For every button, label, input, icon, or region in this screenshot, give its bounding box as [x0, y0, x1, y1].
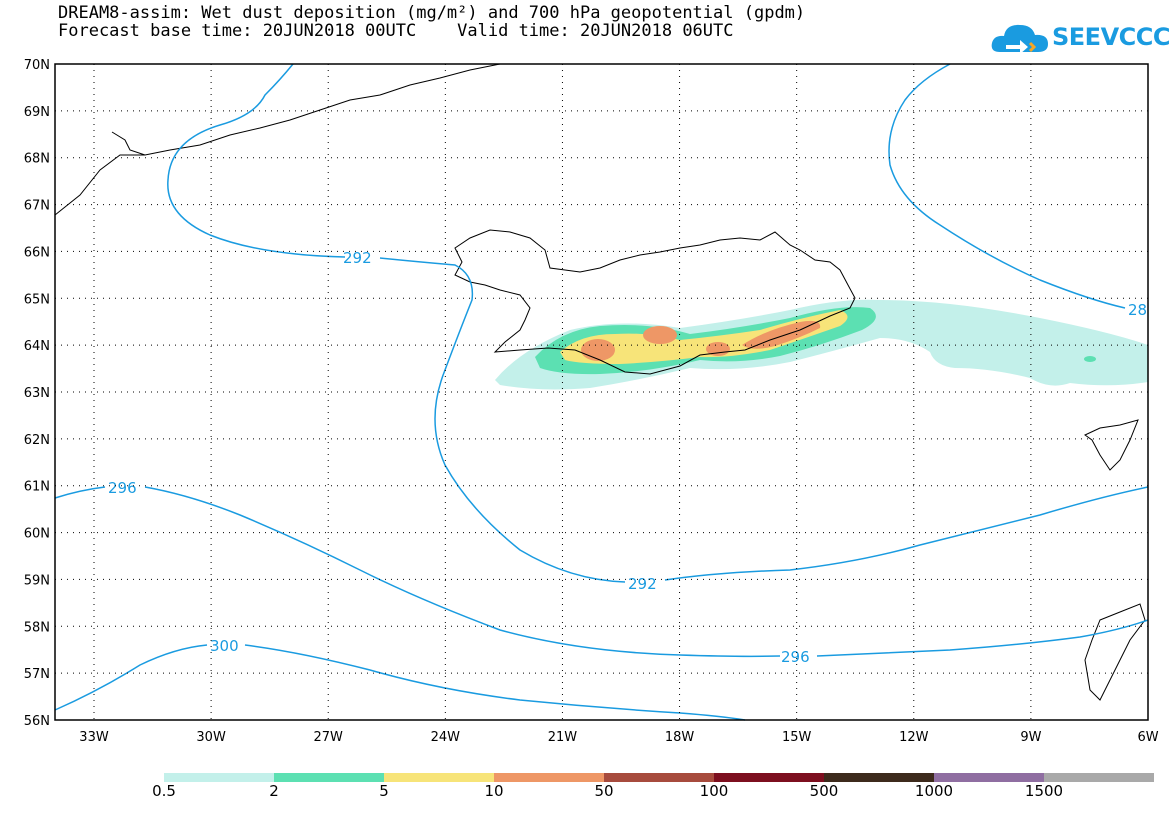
lat-label: 67N — [24, 199, 50, 214]
lon-label: 15W — [782, 730, 812, 745]
colorbar-segment — [934, 773, 1044, 782]
graticule — [55, 64, 1148, 720]
lat-label: 60N — [24, 527, 50, 542]
iceland-coast — [454, 229, 856, 375]
colorbar-label: 50 — [594, 782, 614, 800]
lon-label: 6W — [1137, 730, 1158, 745]
contour-label: 292 — [628, 575, 657, 593]
lat-label: 65N — [24, 292, 50, 307]
dust-shading — [495, 299, 1148, 390]
colorbar-segment — [824, 773, 934, 782]
lon-label: 27W — [314, 730, 344, 745]
contour-label: 296 — [781, 648, 810, 666]
lon-label: 9W — [1020, 730, 1041, 745]
longitude-labels: 33W 30W 27W 24W 21W 18W 15W 12W 9W 6W — [79, 730, 1158, 745]
latitude-labels: 70N 69N 68N 67N 66N 65N 64N 63N 62N 61N 60N 59N 58N 5… — [24, 58, 50, 729]
contour-label: 300 — [210, 637, 239, 655]
colorbar-segment — [494, 773, 604, 782]
lat-label: 64N — [24, 339, 50, 354]
scotland-coast — [1084, 603, 1146, 701]
colorbar-segment — [164, 773, 274, 782]
seevccc-logo: SEEVCCC — [990, 18, 1171, 58]
contour-300 — [54, 644, 746, 721]
lon-label: 12W — [899, 730, 929, 745]
lat-label: 57N — [24, 667, 50, 682]
colorbar-label: 5 — [379, 782, 389, 800]
map-frame — [54, 63, 1149, 721]
contour-292 — [167, 63, 1149, 583]
lon-label: 24W — [431, 730, 461, 745]
contour-label: 28 — [1128, 301, 1147, 319]
colorbar-label: 1000 — [914, 782, 954, 800]
dust-level-10-b — [643, 326, 677, 344]
cloud-icon — [991, 24, 1048, 54]
colorbar-label: 10 — [484, 782, 504, 800]
dust-level-10-a — [581, 339, 615, 361]
colorbar-segment — [1044, 773, 1154, 782]
dust-spot — [1084, 356, 1096, 362]
lon-label: 18W — [665, 730, 695, 745]
lon-label: 30W — [196, 730, 226, 745]
colorbar-label: 500 — [809, 782, 839, 800]
coastlines — [54, 63, 1146, 701]
colorbar-label: 1500 — [1024, 782, 1064, 800]
lat-label: 59N — [24, 573, 50, 588]
colorbar-segment — [274, 773, 384, 782]
lat-label: 61N — [24, 480, 50, 495]
dust-level-5 — [560, 310, 848, 364]
contour-label: 296 — [108, 479, 137, 497]
faroe-coast — [1084, 419, 1139, 471]
dust-level-10-d — [742, 320, 821, 349]
greenland-coast-b — [111, 131, 146, 156]
lat-label: 62N — [24, 433, 50, 448]
colorbar-label: 100 — [699, 782, 729, 800]
lon-label: 21W — [548, 730, 578, 745]
lat-label: 68N — [24, 152, 50, 167]
lat-label: 58N — [24, 620, 50, 635]
colorbar-label: 0.5 — [152, 782, 176, 800]
lat-label: 66N — [24, 245, 50, 260]
lat-label: 69N — [24, 105, 50, 120]
logo-text: SEEVCCC — [1052, 23, 1171, 51]
lat-label: 56N — [24, 714, 50, 729]
lat-label: 63N — [24, 386, 50, 401]
contour-296 — [54, 486, 1149, 658]
colorbar-label: 2 — [269, 782, 279, 800]
colorbar-segment — [384, 773, 494, 782]
colorbar-segment — [604, 773, 714, 782]
lon-label: 33W — [79, 730, 109, 745]
contour-288 — [888, 63, 1126, 309]
colorbar-segment — [714, 773, 824, 782]
geopotential-contours — [54, 63, 1149, 721]
greenland-coast — [54, 63, 501, 216]
map-title-line1: DREAM8-assim: Wet dust deposition (mg/m²… — [58, 3, 806, 23]
map-title-line2: Forecast base time: 20JUN2018 00UTC Vali… — [58, 21, 734, 41]
contour-label: 292 — [343, 249, 372, 267]
lat-label: 70N — [24, 58, 50, 73]
